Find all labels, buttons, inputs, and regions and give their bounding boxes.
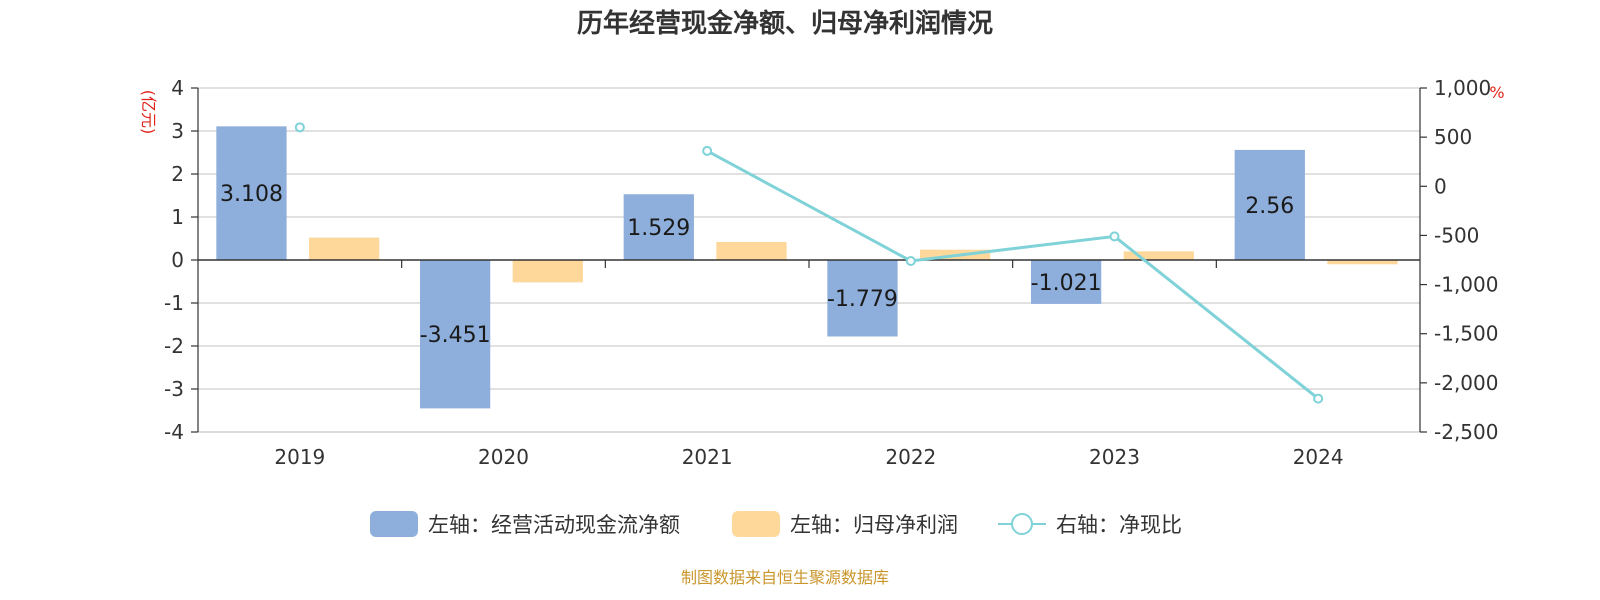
x-axis-tick-label: 2022 bbox=[885, 445, 936, 469]
left-axis-tick-label: -4 bbox=[164, 420, 184, 444]
net-profit-bar bbox=[512, 260, 583, 283]
grid-lines bbox=[198, 87, 1420, 433]
x-axis-tick-label: 2020 bbox=[478, 445, 529, 469]
left-axis-tick-label: 4 bbox=[171, 76, 184, 100]
ratio-point bbox=[905, 255, 916, 266]
bar-labels: 3.108 -3.451 1.529 -1.779 -1.021 2.56 bbox=[220, 182, 1294, 348]
net-profit-bar bbox=[1327, 260, 1398, 265]
ratio-point bbox=[294, 122, 305, 133]
legend: 左轴：经营活动现金流净额 左轴：归母净利润 右轴：净现比 bbox=[370, 511, 1182, 537]
cashflow-bar bbox=[1234, 149, 1305, 260]
left-axis-tick-label: 2 bbox=[171, 162, 184, 186]
legend-label-cashflow: 左轴：经营活动现金流净额 bbox=[428, 513, 680, 537]
legend-label-ratio: 右轴：净现比 bbox=[1056, 513, 1182, 537]
cashflow-bar bbox=[827, 260, 898, 337]
legend-swatch-net-profit bbox=[732, 511, 780, 537]
bar-value-label: 1.529 bbox=[627, 216, 690, 241]
ratio-point bbox=[1109, 231, 1120, 242]
x-axis-tick-label: 2024 bbox=[1293, 445, 1344, 469]
cashflow-bar bbox=[216, 126, 287, 260]
ratio-line bbox=[294, 122, 1324, 404]
ratio-point bbox=[702, 145, 713, 156]
left-axis-unit: (亿元) bbox=[139, 90, 158, 135]
left-axis-tick-label: -1 bbox=[164, 291, 184, 315]
right-axis-tick-label: 500 bbox=[1434, 125, 1472, 149]
net-profit-bar bbox=[1123, 251, 1194, 260]
right-axis-tick-label: -1,500 bbox=[1434, 322, 1498, 346]
right-axis-unit: % bbox=[1489, 83, 1504, 102]
bar-value-label: -1.021 bbox=[1031, 271, 1102, 296]
left-axis-tick-label: 1 bbox=[171, 205, 184, 229]
net-profit-bar bbox=[308, 237, 380, 260]
bar-value-label: -3.451 bbox=[420, 323, 491, 348]
left-axis-tick-label: -3 bbox=[164, 377, 184, 401]
right-axis-tick-label: -1,000 bbox=[1434, 273, 1498, 297]
axes: 4 3 2 1 0 -1 -2 -3 -4 1,000 500 0 -500 -1,000 -1,500 -2… bbox=[164, 76, 1498, 469]
bar-value-label: 2.56 bbox=[1245, 194, 1294, 219]
cashflow-bar bbox=[623, 194, 694, 260]
cashflow-bar bbox=[1030, 260, 1102, 304]
left-axis-tick-label: -2 bbox=[164, 334, 184, 358]
right-axis-tick-label: 0 bbox=[1434, 174, 1447, 198]
bars bbox=[216, 126, 1398, 409]
ratio-line-segment bbox=[706, 149, 1320, 400]
source-note: 制图数据来自恒生聚源数据库 bbox=[681, 568, 889, 587]
left-axis-tick-label: 3 bbox=[171, 119, 184, 143]
left-axis-tick-label: 0 bbox=[171, 248, 184, 272]
legend-swatch-cashflow bbox=[370, 511, 418, 537]
ratio-point bbox=[1313, 393, 1324, 404]
right-axis-tick-label: 1,000 bbox=[1434, 76, 1491, 100]
x-axis-tick-label: 2019 bbox=[274, 445, 325, 469]
legend-label-net-profit: 左轴：归母净利润 bbox=[790, 513, 958, 537]
bar-value-label: -1.779 bbox=[827, 287, 898, 312]
right-axis-tick-label: -2,000 bbox=[1434, 371, 1498, 395]
legend-marker-ratio bbox=[1011, 513, 1033, 535]
bar-value-label: 3.108 bbox=[220, 182, 283, 207]
right-axis-tick-label: -2,500 bbox=[1434, 420, 1498, 444]
x-axis-tick-label: 2023 bbox=[1089, 445, 1140, 469]
cashflow-bar bbox=[419, 260, 491, 409]
right-axis-tick-label: -500 bbox=[1434, 223, 1479, 247]
net-profit-bar bbox=[716, 241, 787, 260]
chart-title: 历年经营现金净额、归母净利润情况 bbox=[577, 8, 993, 39]
x-axis-tick-label: 2021 bbox=[682, 445, 733, 469]
